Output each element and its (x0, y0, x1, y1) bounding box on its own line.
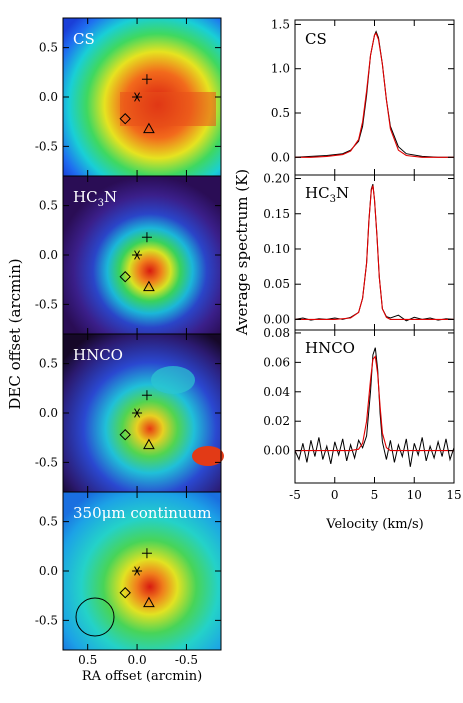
spectrum-y-tick-label: 0.5 (271, 106, 290, 120)
spectrum-x-tick-label: -5 (289, 488, 301, 502)
spectrum-label-hnco: HNCO (305, 339, 355, 357)
spectrum-y-tick-label: 0.06 (263, 355, 290, 369)
spectrum-x-tick-label: 5 (371, 488, 379, 502)
spectrum-y-tick-label: 0.10 (263, 242, 290, 256)
map-label-cs: CS (73, 30, 95, 48)
map-y-tick-label: 0.0 (39, 248, 58, 262)
spectrum-x-axis-label: Velocity (km/s) (325, 517, 423, 532)
map-y-tick-label: 0.5 (39, 199, 58, 213)
spectrum-y-tick-label: 1.0 (271, 62, 290, 76)
map-x-tick-label: -0.5 (175, 653, 198, 667)
map-label-hc3n: HC3N (73, 188, 117, 209)
map-y-axis-label: DEC offset (arcmin) (6, 258, 24, 409)
marker-diamond (119, 429, 131, 441)
beam-circle (75, 597, 115, 637)
spectrum-ticks: 0.0 0.5 1.0 1.5 0.00 0.05 0.10 0.15 0.20 0.00 0.02… (263, 17, 461, 502)
map-ticks: 0.5 0.0 -0.5 0.5 0.0 -0.5 0.5 0.0 -0.5 0.5 0.0 -0.5… (35, 18, 221, 667)
map-hnco-edge-blob (192, 446, 224, 466)
spectrum-y-tick-label: 0.0 (271, 150, 290, 164)
spectrum-fit-line (295, 32, 454, 158)
spectrum-lines (295, 30, 454, 467)
map-cs (62, 17, 222, 177)
marker-triangle (143, 438, 155, 450)
spectra-panels: 0.0 0.5 1.0 1.5 0.00 0.05 0.10 0.15 0.20 0.00 0.02… (233, 17, 462, 532)
marker-asterisk (132, 566, 143, 576)
map-y-tick-label: -0.5 (35, 297, 58, 311)
map-y-tick-label: 0.0 (39, 90, 58, 104)
marker-triangle (143, 122, 155, 134)
spectrum-label-hc3n: HC3N (305, 184, 349, 205)
map-hnco-ne-blob (151, 366, 195, 394)
map-y-tick-label: -0.5 (35, 139, 58, 153)
map-y-tick-label: 0.5 (39, 515, 58, 529)
spectrum-y-tick-label: 0.02 (263, 414, 290, 428)
spectrum-y-tick-label: 0.15 (263, 207, 290, 221)
spectrum-frames (294, 19, 455, 484)
map-y-tick-label: -0.5 (35, 613, 58, 627)
map-y-tick-label: 0.0 (39, 406, 58, 420)
spectrum-y-tick-label: 0.00 (263, 312, 290, 326)
map-y-tick-label: 0.0 (39, 564, 58, 578)
marker-triangle (143, 280, 155, 292)
map-cs-ridge (120, 92, 216, 126)
map-y-tick-label: 0.5 (39, 357, 58, 371)
spectrum-x-tick-label: 15 (446, 488, 461, 502)
spectrum-observed-line (295, 347, 454, 467)
marker-diamond (119, 113, 131, 125)
marker-plus (141, 74, 152, 85)
spectrum-label-cs: CS (305, 30, 327, 48)
marker-asterisk (132, 92, 143, 102)
map-panels: CS HC3N HNCO 350μm continuum 0.50.0-0.50… (6, 17, 224, 684)
map-x-tick-label: 0.5 (78, 653, 97, 667)
spectrum-y-tick-label: 0.08 (263, 326, 290, 340)
marker-diamond (119, 587, 131, 599)
map-x-axis-label: RA offset (arcmin) (82, 669, 202, 684)
marker-diamond (119, 271, 131, 283)
spectrum-x-tick-label: 10 (407, 488, 422, 502)
spectrum-y-tick-label: 0.05 (263, 277, 290, 291)
marker-asterisk (132, 408, 143, 418)
spectrum-fit-line (295, 185, 454, 320)
spectrum-y-tick-label: 1.5 (271, 17, 290, 31)
map-label-hnco: HNCO (73, 346, 123, 364)
marker-plus (141, 390, 152, 401)
spectrum-y-tick-label: 0.20 (263, 172, 290, 186)
spectrum-fit-line (295, 355, 454, 452)
map-label-continuum: 350μm continuum (73, 504, 212, 522)
marker-triangle (143, 596, 155, 608)
map-y-tick-label: -0.5 (35, 455, 58, 469)
marker-asterisk (132, 250, 143, 260)
map-y-tick-label: 0.5 (39, 41, 58, 55)
source-markers (119, 74, 155, 608)
spectrum-x-tick-label: 0 (331, 488, 339, 502)
spectrum-y-axis-label: Average spectrum (K) (233, 169, 251, 336)
spectrum-y-tick-label: 0.04 (263, 385, 290, 399)
marker-plus (141, 232, 152, 243)
marker-plus (141, 548, 152, 559)
spectrum-observed-line (295, 30, 454, 158)
spectrum-y-tick-label: 0.00 (263, 444, 290, 458)
map-x-tick-label: 0.0 (128, 653, 147, 667)
